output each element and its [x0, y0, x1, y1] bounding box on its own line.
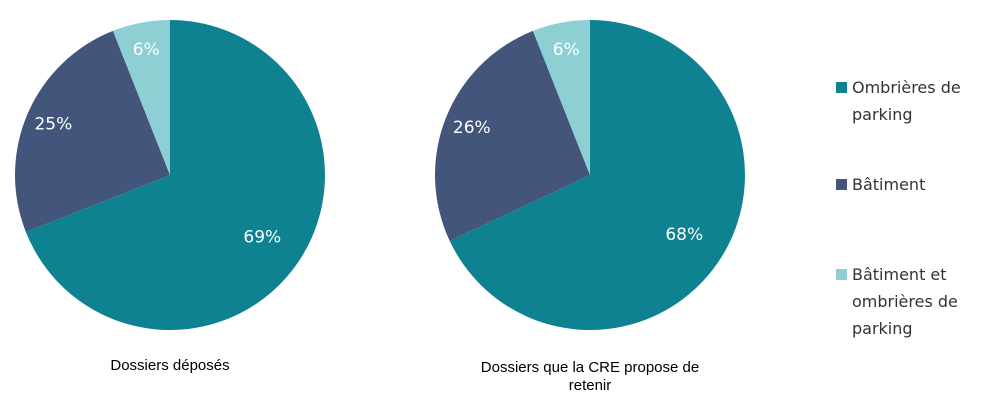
pie-title: Dossiers que la CRE propose de retenir: [480, 359, 700, 394]
legend-item: Bâtiment: [836, 171, 986, 198]
pie-slice: [15, 30, 171, 233]
legend-item: Bâtiment et ombrières de parking: [836, 261, 986, 342]
legend-swatch: [836, 179, 847, 190]
data-label: 6%: [133, 40, 160, 60]
pie-title: Dossiers déposés: [110, 357, 230, 374]
legend-label: Bâtiment et ombrières de parking: [852, 265, 958, 338]
data-label: 25%: [34, 115, 72, 135]
legend-item: Ombrières de parking: [836, 74, 986, 128]
legend-swatch: [836, 269, 847, 280]
legend-label: Bâtiment: [852, 175, 926, 194]
data-label: 69%: [243, 228, 281, 248]
pie-slice: [532, 20, 590, 175]
legend-label: Ombrières de parking: [852, 78, 961, 124]
data-label: 6%: [553, 40, 580, 60]
legend-swatch: [836, 82, 847, 93]
data-label: 68%: [665, 225, 703, 245]
pie-slice: [112, 20, 170, 175]
data-label: 26%: [453, 118, 491, 138]
pie-slice: [434, 30, 590, 241]
pie-slice: [449, 20, 745, 331]
pie-slice: [25, 20, 326, 331]
